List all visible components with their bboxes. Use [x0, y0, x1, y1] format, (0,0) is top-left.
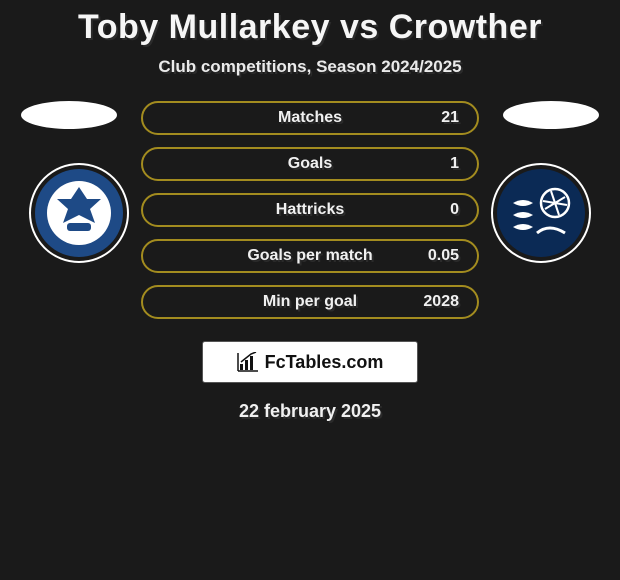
stat-row-min-per-goal: Min per goal 2028: [141, 285, 479, 319]
stat-value: 0.05: [428, 247, 459, 265]
fctables-logo[interactable]: FcTables.com: [202, 341, 418, 383]
stat-row-goals-per-match: Goals per match 0.05: [141, 239, 479, 273]
stat-label: Goals: [288, 155, 332, 173]
stat-value: 21: [441, 109, 459, 127]
right-player-column: [481, 101, 601, 263]
right-club-badge: [491, 163, 591, 263]
stat-label: Goals per match: [247, 247, 372, 265]
stat-row-matches: Matches 21: [141, 101, 479, 135]
stat-value: 2028: [423, 293, 459, 311]
southend-badge-icon: [491, 163, 591, 263]
subtitle: Club competitions, Season 2024/2025: [0, 57, 620, 77]
stat-value: 0: [450, 201, 459, 219]
stat-row-goals: Goals 1: [141, 147, 479, 181]
stat-value: 1: [450, 155, 459, 173]
stat-row-hattricks: Hattricks 0: [141, 193, 479, 227]
content-row: Matches 21 Goals 1 Hattricks 0 Goals per…: [0, 101, 620, 319]
chart-icon: [237, 352, 259, 372]
left-player-column: [19, 101, 139, 263]
player-avatar-placeholder-left: [21, 101, 117, 129]
player-avatar-placeholder-right: [503, 101, 599, 129]
stats-list: Matches 21 Goals 1 Hattricks 0 Goals per…: [139, 101, 481, 319]
brand-text: FcTables.com: [265, 352, 384, 373]
comparison-card: Toby Mullarkey vs Crowther Club competit…: [0, 0, 620, 422]
rochdale-badge-icon: [29, 163, 129, 263]
left-club-badge: [29, 163, 129, 263]
stat-label: Hattricks: [276, 201, 344, 219]
stat-label: Min per goal: [263, 293, 357, 311]
page-title: Toby Mullarkey vs Crowther: [0, 8, 620, 47]
date-text: 22 february 2025: [0, 401, 620, 422]
stat-label: Matches: [278, 109, 342, 127]
